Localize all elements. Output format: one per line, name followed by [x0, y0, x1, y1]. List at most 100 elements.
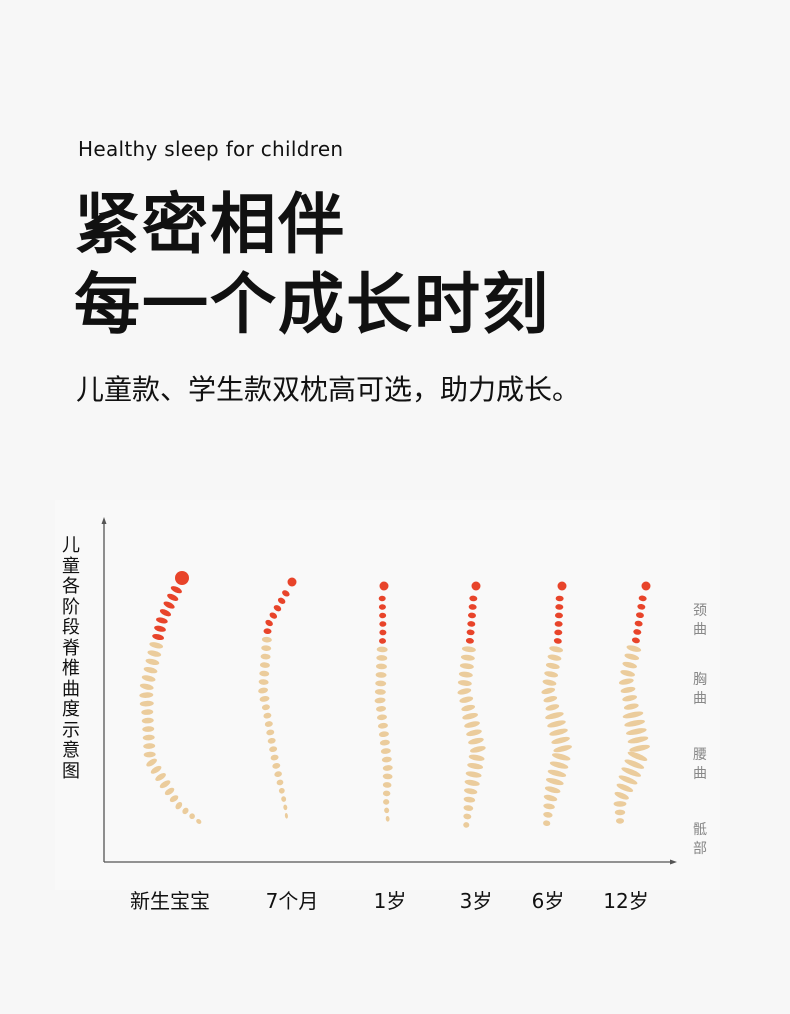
vertebra: [543, 811, 553, 818]
vertebra: [464, 788, 478, 795]
vertebra: [141, 717, 154, 724]
vertebra: [374, 689, 386, 695]
cervical-vertebra: [469, 595, 478, 602]
vertebra: [614, 809, 626, 816]
vertebra: [545, 712, 564, 720]
vertebra: [375, 672, 387, 678]
vertebra: [376, 655, 388, 661]
vertebra: [545, 778, 564, 786]
vertebra: [382, 790, 391, 797]
skull-base: [471, 581, 481, 591]
vertebra: [624, 719, 645, 727]
vertebra: [259, 696, 270, 702]
vertebra: [281, 796, 287, 802]
x-axis-arrow-icon: [670, 859, 677, 865]
cervical-vertebra: [154, 625, 166, 632]
vertebra: [149, 642, 164, 649]
vertebra: [618, 678, 634, 685]
vertebra: [143, 751, 156, 758]
vertebra: [270, 754, 279, 761]
vertebra: [383, 799, 390, 805]
segment-label-lumbar: 腰曲: [693, 747, 707, 782]
vertebra: [261, 704, 270, 711]
segment-label-sacral: 骶部: [693, 822, 707, 857]
vertebra: [196, 819, 202, 824]
vertebra: [467, 763, 484, 770]
vertebra: [620, 670, 635, 677]
vertebra: [376, 646, 388, 653]
cervical-vertebra: [152, 633, 164, 641]
vertebra: [626, 645, 642, 652]
vertebra: [544, 671, 559, 678]
spine-新生宝宝: [139, 571, 202, 824]
vertebra: [542, 679, 557, 686]
cervical-vertebra: [465, 638, 474, 644]
cervical-vertebra: [378, 595, 386, 602]
cervical-vertebra: [555, 595, 564, 602]
cervical-vertebra: [379, 629, 387, 636]
vertebra: [283, 804, 288, 811]
vertebra: [549, 761, 569, 769]
vertebra: [545, 662, 560, 670]
vertebra: [145, 658, 160, 666]
vertebra: [627, 751, 648, 761]
stage-label-newborn: 新生宝宝: [130, 889, 210, 913]
vertebra: [377, 714, 387, 721]
vertebra: [141, 709, 154, 715]
vertebra: [375, 663, 387, 670]
vertebra: [460, 654, 475, 661]
vertebra: [626, 728, 647, 736]
vertebra: [382, 765, 393, 771]
vertebra: [622, 661, 638, 669]
stage-label-12-years: 12岁: [603, 889, 649, 913]
title-line-1: 紧密相伴: [74, 186, 346, 263]
vertebra: [143, 743, 156, 749]
subtitle: Healthy sleep for children: [78, 137, 344, 161]
vertebra: [624, 653, 640, 661]
spine-3岁: [457, 581, 486, 828]
vertebra: [545, 704, 560, 711]
cervical-vertebra: [282, 590, 290, 597]
title-line-2: 每一个成长时刻: [74, 266, 550, 343]
cervical-vertebra: [379, 621, 387, 627]
vertebra: [380, 748, 391, 754]
vertebra: [269, 746, 278, 753]
cervical-vertebra: [634, 620, 643, 627]
vertebra: [463, 796, 476, 803]
vertebra: [627, 736, 649, 744]
vertebra: [378, 731, 389, 738]
vertebra: [377, 722, 388, 729]
vertebra: [139, 700, 154, 707]
vertebra: [551, 736, 570, 744]
vertebra: [459, 663, 474, 670]
vertebra: [258, 687, 269, 694]
vertebra: [549, 646, 564, 653]
vertebra: [543, 820, 551, 827]
cervical-vertebra: [631, 637, 640, 644]
vertebra: [464, 721, 480, 728]
vertebra: [143, 667, 158, 674]
skull-base: [557, 581, 567, 591]
vertebra: [259, 670, 270, 677]
cervical-vertebra: [167, 593, 179, 601]
vertebra: [264, 721, 273, 727]
stage-label-3-years: 3岁: [459, 889, 493, 913]
cervical-vertebra: [467, 621, 476, 627]
vertebra: [458, 671, 473, 678]
vertebra: [374, 697, 386, 704]
vertebra: [544, 786, 561, 794]
cervical-vertebra: [467, 612, 476, 619]
vertebra: [150, 765, 162, 774]
vertebra: [462, 712, 478, 720]
vertebra: [261, 636, 272, 643]
skull-base: [175, 571, 189, 585]
y-axis-arrow-icon: [101, 517, 107, 524]
y-axis-label: 儿童各阶段脊椎曲度示意图: [62, 535, 80, 782]
vertebra: [470, 746, 486, 753]
cervical-vertebra: [633, 629, 642, 635]
cervical-vertebra: [635, 612, 644, 619]
cervical-vertebra: [379, 638, 387, 644]
cervical-vertebra: [466, 629, 475, 636]
vertebra: [169, 795, 179, 803]
cervical-vertebra: [273, 605, 282, 612]
